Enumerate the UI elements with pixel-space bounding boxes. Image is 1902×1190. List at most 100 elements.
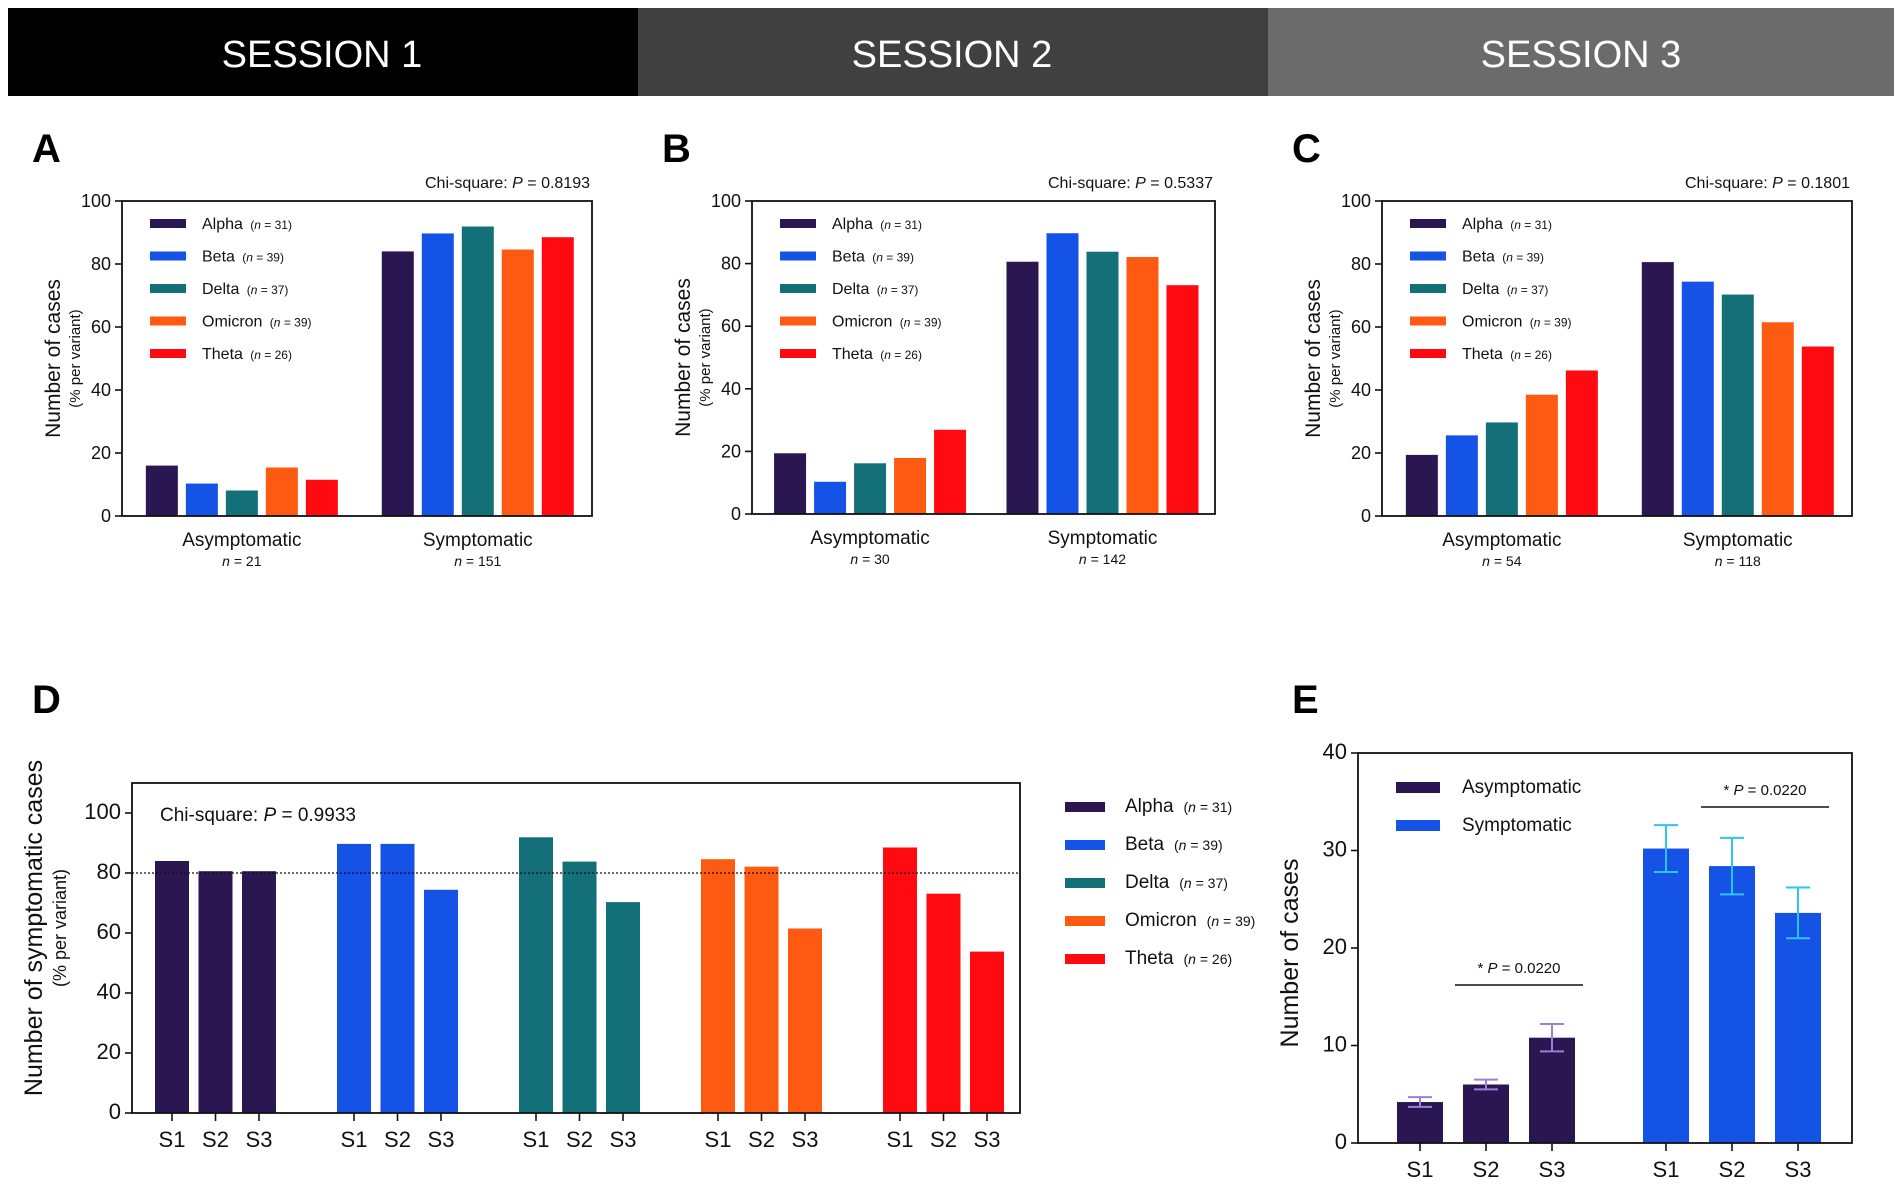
bar-theta-symptomatic	[541, 237, 574, 516]
y-tick-label: 40	[1351, 380, 1371, 400]
plot-frame	[751, 200, 1216, 515]
panel-b-chart: 0 20 40 60 80 100 Asymptomatic n = 30 Symptomati…	[672, 175, 1216, 567]
panel-label-c: C	[1292, 127, 1321, 171]
legend-label-asymptomatic: Asymptomatic	[1462, 777, 1581, 798]
y-tick-label: 20	[1351, 443, 1371, 463]
bar-delta-symptomatic	[1721, 294, 1754, 516]
x-tick-label: S1	[1407, 1157, 1434, 1182]
x-tick-label: S2	[930, 1127, 957, 1152]
bar-theta-s1	[883, 847, 917, 1113]
y-tick-label: 60	[97, 919, 121, 944]
bar-delta-s3	[606, 902, 640, 1113]
bar-delta-asymptomatic	[1485, 422, 1518, 516]
bar-symptomatic-s1	[1643, 848, 1689, 1143]
bar-omicron-asymptomatic	[265, 467, 298, 516]
legend-swatch-theta	[1065, 954, 1105, 964]
legend-label-alpha: Alpha (n = 31)	[1125, 796, 1232, 817]
x-tick-label: S2	[1719, 1157, 1746, 1182]
x-tick-label: S1	[341, 1127, 368, 1152]
bar-symptomatic-s3	[1775, 912, 1821, 1143]
legend-label-omicron: Omicron (n = 39)	[1462, 314, 1572, 331]
x-tick-label: S1	[159, 1127, 186, 1152]
bar-omicron-s1	[701, 859, 735, 1113]
category-n-label: n = 118	[1715, 553, 1761, 569]
bar-beta-symptomatic	[1681, 281, 1714, 516]
y-axis-label: Number of cases	[1302, 279, 1325, 438]
y-tick-label: 80	[97, 859, 121, 884]
chi-square-annotation: Chi-square: P = 0.1801	[1685, 175, 1850, 192]
legend-swatch-delta	[1410, 284, 1446, 293]
session-header: SESSION 1 SESSION 2 SESSION 3	[8, 8, 1894, 96]
legend-label-omicron: Omicron (n = 39)	[1125, 910, 1255, 931]
plot-frame	[1357, 752, 1853, 1144]
legend-label-beta: Beta (n = 39)	[832, 249, 914, 266]
x-tick-label: S3	[1539, 1157, 1566, 1182]
bar-omicron-symptomatic	[1761, 322, 1794, 516]
bar-beta-s2	[380, 843, 415, 1113]
bar-delta-asymptomatic	[225, 490, 258, 516]
category-label: Asymptomatic	[810, 528, 929, 549]
category-n-label: n = 142	[1079, 551, 1126, 567]
category-label: Asymptomatic	[1442, 530, 1561, 551]
legend-swatch-beta	[780, 251, 816, 261]
significance-label: * P = 0.0220	[1723, 782, 1806, 799]
y-tick-label: 100	[84, 799, 121, 824]
legend-label-theta: Theta (n = 26)	[832, 346, 922, 363]
y-axis-label: Number of symptomatic cases	[20, 760, 48, 1096]
category-n-label: n = 30	[850, 551, 890, 567]
x-tick-label: S3	[610, 1127, 637, 1152]
bar-alpha-symptomatic	[1641, 262, 1674, 516]
y-tick-label: 30	[1323, 837, 1347, 862]
y-axis-label: Number of cases	[42, 279, 65, 438]
bar-alpha-asymptomatic	[774, 453, 807, 514]
panel-d-chart: 0 20 40 60 80 100 S1 S2 S3 S1 S2 S3 S1 S2 S3 S1 S2 S3 S1 S2…	[20, 760, 1255, 1152]
y-tick-label: 40	[721, 379, 741, 399]
category-label: Symptomatic	[1048, 528, 1158, 549]
bar-beta-symptomatic	[1046, 233, 1079, 514]
bar-delta-symptomatic	[1086, 251, 1119, 514]
y-tick-label: 40	[1323, 739, 1347, 764]
panel-label-a: A	[32, 127, 61, 171]
x-tick-label: S2	[748, 1127, 775, 1152]
session-2-bar	[638, 8, 1268, 96]
y-tick-label: 60	[1351, 317, 1371, 337]
y-tick-label: 60	[91, 317, 111, 337]
bar-beta-s3	[424, 889, 458, 1113]
bar-beta-asymptomatic	[814, 481, 847, 514]
x-tick-label: S3	[1785, 1157, 1812, 1182]
panel-label-d: D	[32, 678, 61, 722]
session-1-title: SESSION 1	[222, 34, 423, 76]
bar-theta-s3	[970, 951, 1004, 1113]
bar-theta-symptomatic	[1166, 285, 1199, 514]
bar-beta-symptomatic	[421, 233, 454, 516]
bar-alpha-s3	[242, 871, 276, 1113]
x-tick-label: S3	[792, 1127, 819, 1152]
y-tick-label: 20	[97, 1039, 121, 1064]
legend-swatch-delta	[150, 284, 186, 293]
bar-alpha-s1	[155, 861, 189, 1113]
bar-theta-asymptomatic	[305, 479, 338, 516]
category-label: Asymptomatic	[182, 530, 301, 551]
legend-swatch-omicron	[780, 316, 816, 326]
panel-c-chart: 0 20 40 60 80 100 Asymptomatic n = 54 Symptomati…	[1302, 175, 1853, 569]
x-tick-label: S1	[1653, 1157, 1680, 1182]
bar-beta-s1	[337, 843, 371, 1113]
legend-label-beta: Beta (n = 39)	[202, 249, 284, 266]
chi-square-annotation: Chi-square: P = 0.8193	[425, 175, 590, 192]
y-tick-label: 80	[721, 254, 741, 274]
legend-swatch-beta	[1065, 840, 1105, 850]
bar-theta-symptomatic	[1801, 346, 1834, 516]
y-tick-label: 10	[1323, 1032, 1347, 1057]
legend-label-beta: Beta (n = 39)	[1125, 834, 1223, 855]
y-axis-label: Number of cases	[1276, 859, 1304, 1048]
bar-asymptomatic-s1	[1397, 1102, 1443, 1143]
panel-e-chart: 0 10 20 30 40 S1 S2 S3 S1 S2 S3 * P = 0.0220 * P = 0…	[1276, 739, 1853, 1182]
legend-label-omicron: Omicron (n = 39)	[832, 314, 942, 331]
legend-label-theta: Theta (n = 26)	[1125, 948, 1232, 969]
category-n-label: n = 151	[454, 553, 501, 569]
y-tick-label: 0	[101, 506, 111, 526]
x-tick-label: S1	[887, 1127, 914, 1152]
legend-swatch-delta	[1065, 878, 1105, 888]
bar-alpha-asymptomatic	[145, 465, 178, 516]
legend-label-alpha: Alpha (n = 31)	[202, 216, 292, 233]
